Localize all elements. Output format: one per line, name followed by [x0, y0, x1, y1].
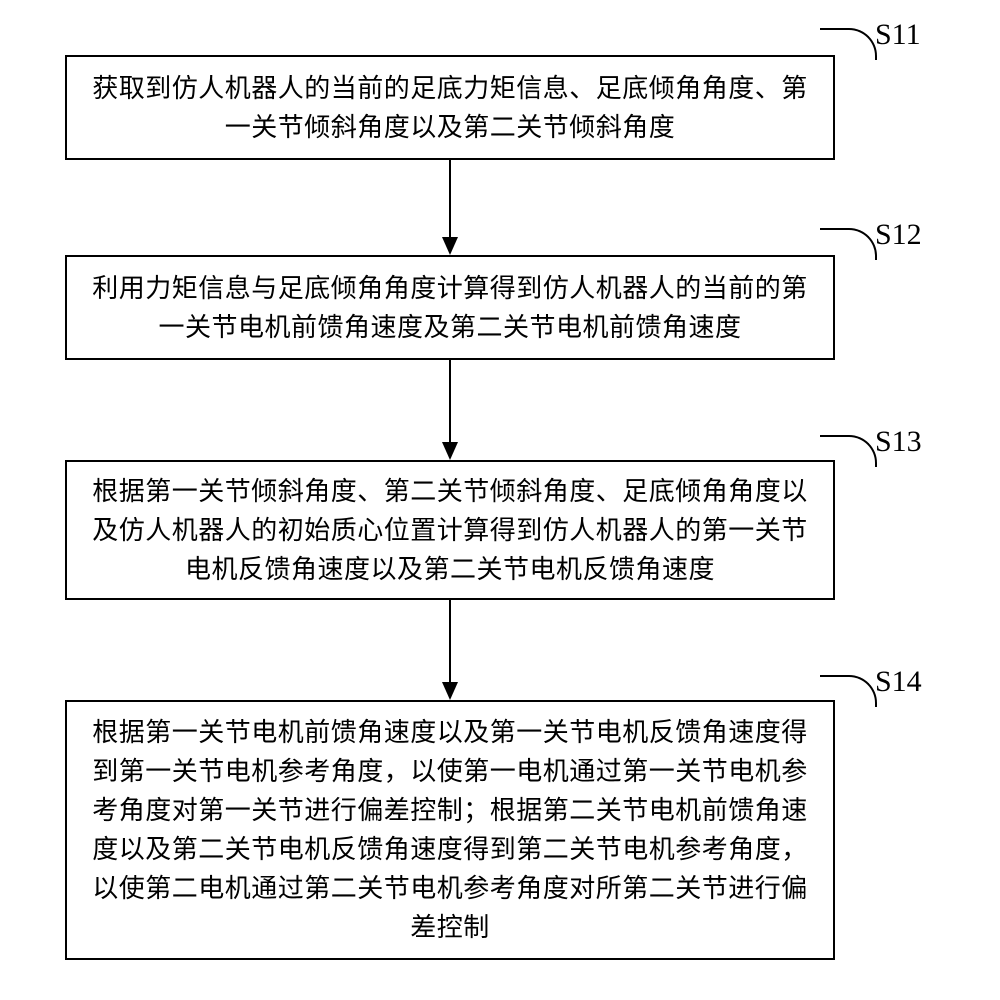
step-s13-label: S13	[875, 425, 922, 459]
step-s12-box: 利用力矩信息与足底倾角角度计算得到仿人机器人的当前的第一关节电机前馈角速度及第二…	[65, 255, 835, 360]
step-s14-box: 根据第一关节电机前馈角速度以及第一关节电机反馈角速度得到第一关节电机参考角度，以…	[65, 700, 835, 960]
flowchart-canvas: 获取到仿人机器人的当前的足底力矩信息、足底倾角角度、第一关节倾斜角度以及第二关节…	[0, 0, 1000, 1000]
step-s11-callout	[820, 28, 877, 60]
step-s14-label: S14	[875, 665, 922, 699]
step-s13-box: 根据第一关节倾斜角度、第二关节倾斜角度、足底倾角角度以及仿人机器人的初始质心位置…	[65, 460, 835, 600]
arrow-s12-s13	[440, 360, 460, 460]
arrow-s11-s12	[440, 160, 460, 255]
step-s12-label: S12	[875, 218, 922, 252]
step-s13-callout	[820, 435, 877, 467]
step-s11-label: S11	[875, 18, 921, 52]
step-s13-text: 根据第一关节倾斜角度、第二关节倾斜角度、足底倾角角度以及仿人机器人的初始质心位置…	[89, 472, 811, 589]
step-s11-box: 获取到仿人机器人的当前的足底力矩信息、足底倾角角度、第一关节倾斜角度以及第二关节…	[65, 55, 835, 160]
step-s12-text: 利用力矩信息与足底倾角角度计算得到仿人机器人的当前的第一关节电机前馈角速度及第二…	[89, 269, 811, 347]
arrow-s13-s14	[440, 600, 460, 700]
step-s12-callout	[820, 228, 877, 260]
step-s11-text: 获取到仿人机器人的当前的足底力矩信息、足底倾角角度、第一关节倾斜角度以及第二关节…	[89, 69, 811, 147]
step-s14-callout	[820, 675, 877, 707]
step-s14-text: 根据第一关节电机前馈角速度以及第一关节电机反馈角速度得到第一关节电机参考角度，以…	[89, 713, 811, 947]
